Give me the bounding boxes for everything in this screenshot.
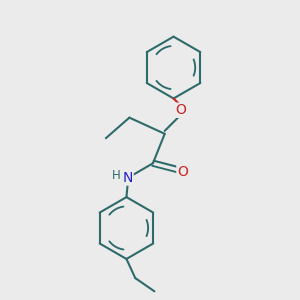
Text: O: O: [177, 165, 188, 179]
Text: H: H: [112, 169, 121, 182]
Text: N: N: [123, 171, 133, 185]
Text: O: O: [176, 103, 186, 117]
